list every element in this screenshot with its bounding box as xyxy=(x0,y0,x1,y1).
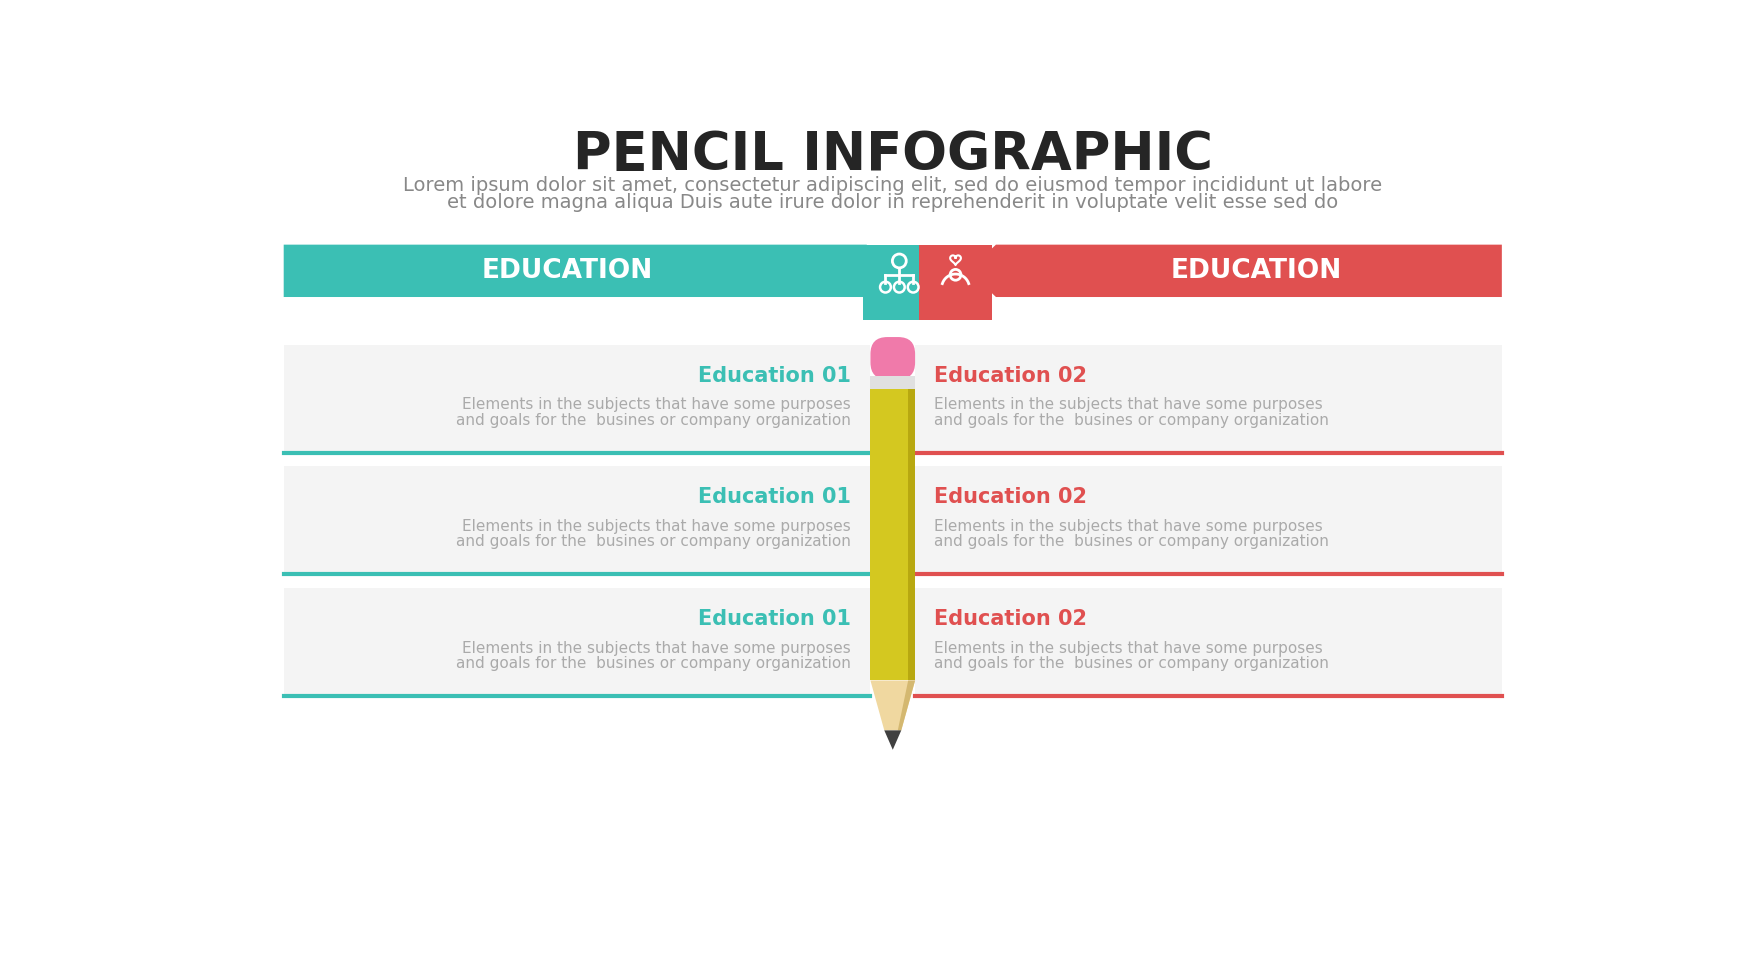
Text: EDUCATION: EDUCATION xyxy=(483,258,653,284)
FancyBboxPatch shape xyxy=(284,466,871,574)
Text: and goals for the  busines or company organization: and goals for the busines or company org… xyxy=(456,413,852,427)
FancyBboxPatch shape xyxy=(862,245,935,320)
FancyBboxPatch shape xyxy=(284,345,871,453)
Text: Education 01: Education 01 xyxy=(699,487,852,508)
Text: Education 02: Education 02 xyxy=(934,366,1087,385)
Polygon shape xyxy=(284,245,894,297)
Text: and goals for the  busines or company organization: and goals for the busines or company org… xyxy=(456,656,852,671)
Text: and goals for the  busines or company organization: and goals for the busines or company org… xyxy=(456,534,852,550)
Text: Elements in the subjects that have some purposes: Elements in the subjects that have some … xyxy=(462,519,852,534)
Text: Education 02: Education 02 xyxy=(934,487,1087,508)
Text: Elements in the subjects that have some purposes: Elements in the subjects that have some … xyxy=(934,641,1324,656)
Text: Education 01: Education 01 xyxy=(699,366,852,385)
Text: and goals for the  busines or company organization: and goals for the busines or company org… xyxy=(934,534,1329,550)
Text: Education 02: Education 02 xyxy=(934,609,1087,629)
Text: and goals for the  busines or company organization: and goals for the busines or company org… xyxy=(934,656,1329,671)
FancyBboxPatch shape xyxy=(915,345,1502,453)
FancyBboxPatch shape xyxy=(871,337,915,379)
FancyBboxPatch shape xyxy=(915,588,1502,696)
FancyBboxPatch shape xyxy=(871,389,915,680)
Text: Elements in the subjects that have some purposes: Elements in the subjects that have some … xyxy=(462,641,852,656)
Polygon shape xyxy=(871,680,915,730)
Text: EDUCATION: EDUCATION xyxy=(1171,258,1343,284)
Text: Education 01: Education 01 xyxy=(699,609,852,629)
FancyBboxPatch shape xyxy=(920,245,993,320)
FancyBboxPatch shape xyxy=(284,588,871,696)
Text: Lorem ipsum dolor sit amet, consectetur adipiscing elit, sed do eiusmod tempor i: Lorem ipsum dolor sit amet, consectetur … xyxy=(402,175,1383,195)
Text: Elements in the subjects that have some purposes: Elements in the subjects that have some … xyxy=(462,397,852,413)
Text: and goals for the  busines or company organization: and goals for the busines or company org… xyxy=(934,413,1329,427)
Text: PENCIL INFOGRAPHIC: PENCIL INFOGRAPHIC xyxy=(573,128,1212,180)
FancyBboxPatch shape xyxy=(908,389,915,680)
Polygon shape xyxy=(885,730,901,750)
Polygon shape xyxy=(969,245,1502,297)
FancyBboxPatch shape xyxy=(871,376,915,389)
Text: et dolore magna aliqua Duis aute irure dolor in reprehenderit in voluptate velit: et dolore magna aliqua Duis aute irure d… xyxy=(448,193,1338,212)
Text: Elements in the subjects that have some purposes: Elements in the subjects that have some … xyxy=(934,397,1324,413)
Polygon shape xyxy=(897,680,915,730)
FancyBboxPatch shape xyxy=(915,466,1502,574)
Text: Elements in the subjects that have some purposes: Elements in the subjects that have some … xyxy=(934,519,1324,534)
